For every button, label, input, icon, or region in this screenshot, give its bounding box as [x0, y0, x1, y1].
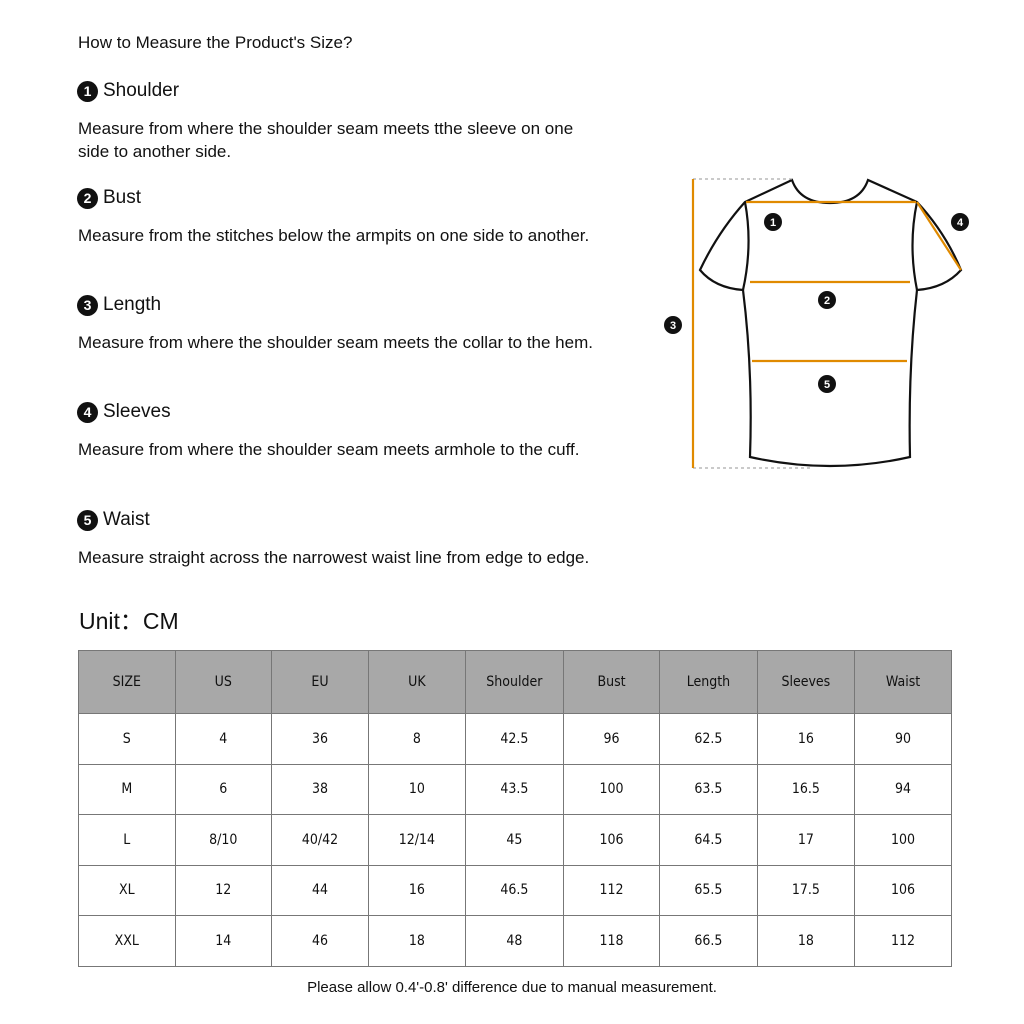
- table-cell: 18: [756, 915, 856, 967]
- number-badge-icon: 1: [77, 80, 98, 102]
- number-badge-icon: 3: [77, 294, 98, 316]
- diagram-badge-1: 1: [764, 213, 782, 231]
- number-badge-icon: 4: [77, 401, 98, 423]
- section-name: Length: [103, 294, 162, 315]
- table-cell: 42.5: [464, 713, 564, 765]
- diagram-badge-4: 4: [951, 213, 969, 231]
- section-heading-shoulder: 1 Shoulder: [77, 80, 179, 102]
- unit-label: Unit：CM: [79, 608, 179, 634]
- table-cell: 48: [464, 915, 564, 967]
- page-title: How to Measure the Product's Size?: [78, 33, 353, 52]
- column-header: Bust: [562, 650, 661, 714]
- diagram-badge-label: 1: [770, 217, 776, 229]
- table-cell: 100: [854, 814, 952, 866]
- section-description: Measure from where the shoulder seam mee…: [78, 333, 593, 352]
- section-heading-bust: 2 Bust: [77, 187, 141, 209]
- section-description: Measure from where the shoulder seam mee…: [78, 440, 580, 459]
- table-row: S 4 36 8 42.5 96 62.5 16 90: [78, 713, 952, 765]
- table-cell: 38: [271, 763, 369, 815]
- table-cell: 100: [562, 763, 661, 815]
- section-heading-sleeves: 4 Sleeves: [77, 401, 171, 423]
- table-cell: 18: [367, 915, 466, 967]
- table-cell: XL: [78, 864, 176, 916]
- column-header: UK: [367, 650, 466, 714]
- table-cell: 118: [562, 915, 661, 967]
- diagram-badge-5: 5: [818, 375, 836, 393]
- table-cell: 43.5: [464, 763, 564, 815]
- table-cell: 64.5: [659, 814, 758, 866]
- table-cell: 17: [756, 814, 856, 866]
- table-row: XXL 14 46 18 48 118 66.5 18 112: [78, 915, 952, 967]
- section-description: Measure straight across the narrowest wa…: [78, 548, 590, 567]
- table-cell: 94: [854, 763, 952, 815]
- table-cell: 8: [367, 713, 466, 765]
- table-cell: 14: [174, 915, 273, 967]
- table-cell: 112: [562, 864, 661, 916]
- column-header: SIZE: [78, 650, 176, 714]
- column-header: US: [174, 650, 273, 714]
- diagram-badge-label: 3: [670, 320, 676, 332]
- section-name: Shoulder: [103, 80, 180, 101]
- size-table: SIZE US EU UK Shoulder Bust Length Sleeves Waist…: [78, 650, 952, 967]
- diagram-badge-2: 2: [818, 291, 836, 309]
- diagram-badge-label: 5: [824, 379, 830, 391]
- diagram-badge-label: 2: [824, 295, 830, 307]
- section-heading-waist: 5 Waist: [77, 509, 150, 531]
- section-description: Measure from where the shoulder seam mee…: [78, 119, 574, 161]
- table-cell: 65.5: [659, 864, 758, 916]
- table-cell: 4: [174, 713, 273, 765]
- number-badge-icon: 5: [77, 509, 98, 531]
- table-cell: 46: [271, 915, 369, 967]
- table-cell: L: [78, 814, 176, 866]
- column-header: Shoulder: [464, 650, 564, 714]
- table-cell: 63.5: [659, 763, 758, 815]
- table-cell: 16: [756, 713, 856, 765]
- number-badge-icon: 2: [77, 187, 98, 209]
- table-cell: 16: [367, 864, 466, 916]
- section-name: Bust: [103, 187, 142, 208]
- table-cell: 36: [271, 713, 369, 765]
- table-cell: 12/14: [367, 814, 466, 866]
- table-cell: S: [78, 713, 176, 765]
- table-cell: 46.5: [464, 864, 564, 916]
- diagram-badge-label: 4: [957, 217, 964, 229]
- column-header: Sleeves: [756, 650, 856, 714]
- table-row: L 8/10 40/42 12/14 45 106 64.5 17 100: [78, 814, 952, 866]
- sleeve-line: [916, 201, 962, 271]
- section-name: Sleeves: [103, 401, 171, 422]
- table-cell: 66.5: [659, 915, 758, 967]
- table-cell: 40/42: [271, 814, 369, 866]
- table-cell: 45: [464, 814, 564, 866]
- table-cell: 90: [854, 713, 952, 765]
- table-cell: 10: [367, 763, 466, 815]
- table-row: M 6 38 10 43.5 100 63.5 16.5 94: [78, 763, 952, 815]
- section-heading-length: 3 Length: [77, 294, 161, 316]
- column-header: Length: [659, 650, 758, 714]
- table-cell: 6: [174, 763, 273, 815]
- table-cell: 112: [854, 915, 952, 967]
- table-cell: 12: [174, 864, 273, 916]
- table-cell: 96: [562, 713, 661, 765]
- table-row: XL 12 44 16 46.5 112 65.5 17.5 106: [78, 864, 952, 916]
- table-cell: 8/10: [174, 814, 273, 866]
- section-description: Measure from the stitches below the armp…: [78, 226, 590, 245]
- column-header: Waist: [854, 650, 952, 714]
- table-cell: 44: [271, 864, 369, 916]
- section-name: Waist: [103, 509, 150, 530]
- column-header: EU: [271, 650, 369, 714]
- tshirt-diagram: 1 2 3 4 5: [664, 178, 969, 469]
- table-cell: M: [78, 763, 176, 815]
- table-cell: 106: [854, 864, 952, 916]
- tshirt-outline: [698, 178, 963, 468]
- measurement-note: Please allow 0.4'-0.8' difference due to…: [307, 979, 717, 996]
- table-cell: 106: [562, 814, 661, 866]
- table-cell: 17.5: [756, 864, 856, 916]
- diagram-badge-3: 3: [664, 316, 682, 334]
- table-cell: 62.5: [659, 713, 758, 765]
- table-cell: 16.5: [756, 763, 856, 815]
- table-cell: XXL: [78, 915, 176, 967]
